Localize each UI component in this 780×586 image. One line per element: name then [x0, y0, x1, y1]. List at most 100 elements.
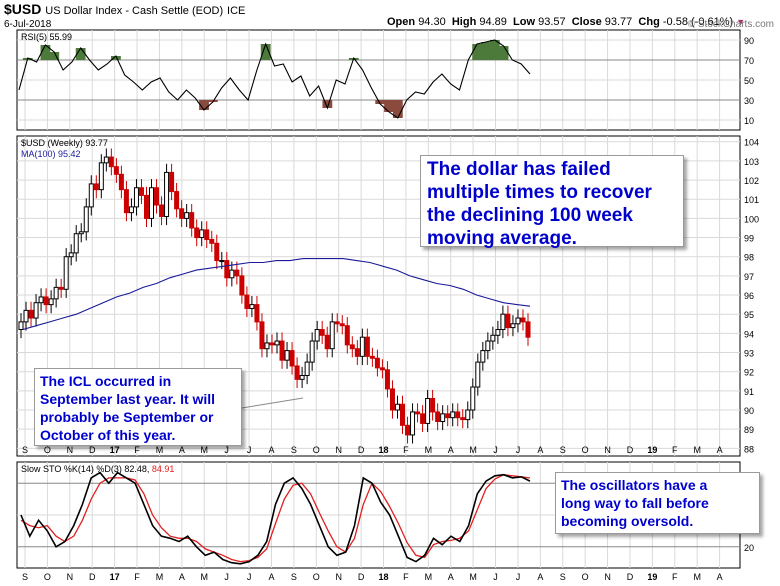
price-x-label: O	[44, 445, 51, 455]
candle-body	[445, 413, 451, 419]
exchange-label: ICE	[227, 5, 246, 17]
sto-x-label: J	[224, 572, 229, 582]
candle-body	[470, 386, 476, 411]
price-tick-label: 94	[744, 329, 754, 339]
rsi-tick-label: 50	[744, 76, 754, 86]
symbol-text: $USD	[4, 1, 42, 17]
price-tick-label: 99	[744, 234, 754, 244]
candle-body	[460, 417, 466, 421]
price-tick-label: 101	[744, 195, 759, 205]
sto-x-label: A	[448, 572, 454, 582]
sto-x-label: N	[604, 572, 611, 582]
rsi-tick-label: 10	[744, 116, 754, 126]
sto-x-label: J	[493, 572, 498, 582]
price-tick-label: 97	[744, 272, 754, 282]
candle-body	[525, 321, 531, 338]
price-x-label: F	[672, 445, 678, 455]
open-value: 94.30	[418, 16, 446, 28]
chg-value: -0.58 (-0.61%)	[662, 16, 734, 28]
candle-body	[425, 398, 431, 424]
sto-x-label: D	[627, 572, 634, 582]
stockcharts-credit: © StockCharts.com	[687, 19, 774, 30]
sto-x-label: S	[22, 572, 28, 582]
candle-body	[299, 375, 305, 380]
candle-body	[430, 398, 436, 413]
candle-body	[184, 212, 190, 219]
candle-body	[204, 229, 210, 240]
candle-body	[154, 187, 160, 206]
note-ma-failure: The dollar has failed multiple times to …	[420, 155, 684, 249]
candle-body	[28, 309, 34, 319]
candle-body	[490, 334, 496, 342]
candle-body	[309, 340, 315, 363]
candle-body	[143, 194, 149, 219]
candle-body	[344, 325, 350, 346]
candle-body	[159, 204, 165, 217]
candle-body	[209, 238, 215, 244]
sto-x-label: M	[469, 572, 477, 582]
candle-body	[83, 206, 89, 233]
candle-body	[304, 361, 310, 377]
candle-body	[63, 256, 69, 290]
price-x-label: 17	[110, 445, 120, 455]
note-icl: The ICL occurred in September last year.…	[34, 368, 242, 446]
candle-body	[269, 342, 275, 346]
candle-body	[169, 171, 175, 193]
candle-body	[23, 309, 29, 323]
candle-body	[199, 229, 205, 239]
candle-body	[249, 304, 255, 309]
candle-body	[319, 329, 325, 336]
high-value: 94.89	[479, 16, 507, 28]
price-x-label: S	[291, 445, 297, 455]
candle-body	[475, 361, 481, 388]
price-legend-ma: MA(100) 95.42	[21, 149, 81, 159]
price-tick-label: 95	[744, 310, 754, 320]
candle-body	[435, 411, 441, 423]
price-x-label: J	[247, 445, 252, 455]
candle-body	[510, 323, 516, 329]
candle-body	[259, 321, 265, 350]
sto-x-label: A	[537, 572, 543, 582]
price-x-label: M	[201, 445, 209, 455]
price-x-label: A	[179, 445, 185, 455]
candle-body	[73, 233, 79, 254]
price-x-label: O	[582, 445, 589, 455]
candle-body	[289, 350, 295, 367]
low-value: 93.57	[538, 16, 566, 28]
candle-body	[78, 231, 84, 235]
price-x-label: M	[469, 445, 477, 455]
note3-line: becoming oversold.	[561, 513, 694, 529]
price-tick-label: 91	[744, 387, 754, 397]
sto-x-label: S	[560, 572, 566, 582]
price-x-label: D	[89, 445, 96, 455]
sto-tick-label: 20	[744, 543, 754, 553]
price-tick-label: 93	[744, 349, 754, 359]
candle-body	[339, 323, 345, 327]
down-triangle-icon: ▼	[736, 17, 746, 27]
sto-x-label: 18	[378, 572, 388, 582]
candle-body	[103, 156, 109, 164]
price-tick-label: 100	[744, 214, 759, 224]
price-x-label: A	[448, 445, 454, 455]
candle-body	[324, 334, 330, 350]
price-x-label: F	[403, 445, 409, 455]
note2-line: probably be September or	[40, 409, 214, 425]
sto-x-label: 19	[647, 572, 657, 582]
note1-line: The dollar has failed	[427, 159, 611, 180]
candle-body	[149, 187, 155, 219]
chart-date: 6-Jul-2018	[4, 19, 52, 30]
price-x-label: M	[425, 445, 433, 455]
candle-body	[164, 171, 170, 217]
price-x-label: A	[537, 445, 543, 455]
candle-body	[113, 166, 119, 175]
rsi-line	[18, 39, 531, 119]
sto-x-label: J	[516, 572, 521, 582]
candle-body	[369, 355, 375, 359]
note2-line: The ICL occurred in	[40, 373, 172, 389]
price-x-label: 18	[378, 445, 388, 455]
candle-body	[364, 336, 370, 357]
candle-body	[18, 321, 24, 331]
candle-body	[495, 329, 501, 336]
candle-body	[415, 411, 421, 415]
candle-body	[284, 350, 290, 361]
